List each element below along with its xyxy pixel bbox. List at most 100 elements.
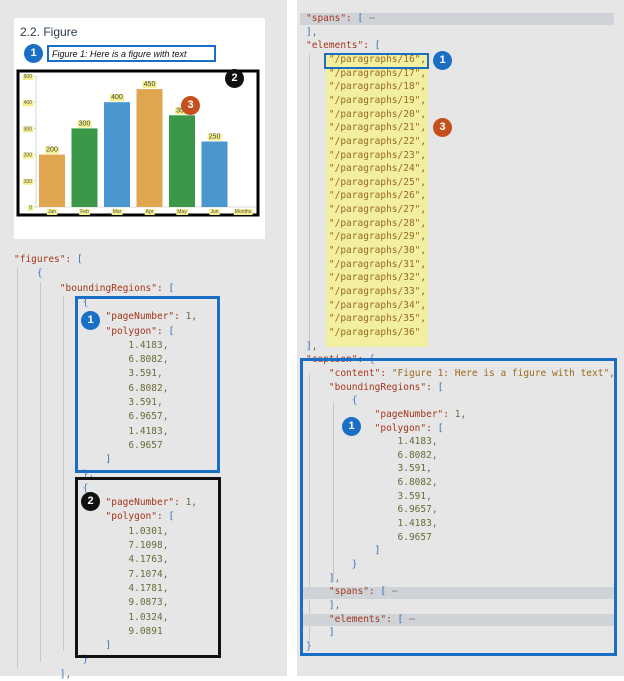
code-line: 6.8082, xyxy=(306,450,438,462)
code-line: "polygon": [ xyxy=(14,326,175,338)
code-line: { xyxy=(14,268,43,280)
code-token: 6.9657 xyxy=(397,531,432,543)
code-token: , xyxy=(162,411,169,423)
code-token: 1 xyxy=(454,408,461,420)
code-line: ], xyxy=(306,573,340,585)
label-highlight xyxy=(22,152,34,159)
code-line: ] xyxy=(14,640,112,652)
code-token: , xyxy=(162,525,169,537)
code-token: , xyxy=(162,382,169,394)
code-token: ] xyxy=(328,599,335,611)
code-token: [ xyxy=(380,586,387,598)
code-token: "content": xyxy=(328,367,387,379)
label-highlight xyxy=(144,209,155,215)
code-line: "/paragraphs/22", xyxy=(306,136,426,148)
code-token xyxy=(306,122,329,133)
code-token: [ xyxy=(76,254,83,265)
code-line: ] xyxy=(306,627,335,639)
bar xyxy=(104,102,130,207)
code-line: 6.9657, xyxy=(306,504,438,516)
code-token: ] xyxy=(59,668,66,680)
code-token: 6.8082 xyxy=(128,382,163,394)
code-token: "elements": xyxy=(328,613,392,625)
code-token: "/paragraphs/28" xyxy=(328,217,421,229)
code-token: } xyxy=(82,654,89,666)
code-token: 7.1098 xyxy=(128,540,163,551)
label-highlight xyxy=(22,100,34,107)
code-token: 3.591 xyxy=(128,397,157,408)
code-token: "boundingRegions": xyxy=(328,381,432,393)
code-token: "/paragraphs/35" xyxy=(328,313,421,325)
code-line: "/paragraphs/31", xyxy=(306,259,426,271)
code-line: "/paragraphs/27", xyxy=(306,204,426,216)
code-line: }, xyxy=(14,469,94,481)
code-line: "/paragraphs/19", xyxy=(306,95,426,107)
code-line: "/paragraphs/30", xyxy=(306,245,426,257)
code-token xyxy=(306,245,329,256)
bar xyxy=(169,115,195,207)
code-line: "polygon": [ xyxy=(306,422,444,435)
code-token: "/paragraphs/19" xyxy=(328,94,421,106)
code-token: 1.0324 xyxy=(128,611,163,623)
code-token: "Figure 1: Here is a figure with text" xyxy=(391,367,610,379)
code-token: , xyxy=(162,554,169,566)
code-line: 1.4183, xyxy=(14,426,168,438)
indent-guide xyxy=(309,54,310,349)
code-line: 1.4183, xyxy=(306,518,438,530)
code-token xyxy=(14,268,37,279)
code-token: "/paragraphs/36" xyxy=(328,326,421,338)
value-label: 450 xyxy=(144,81,156,88)
code-token xyxy=(14,483,83,494)
value-label: 200 xyxy=(46,147,58,154)
code-token: "/paragraphs/21" xyxy=(328,122,421,134)
code-token: ] xyxy=(374,545,381,557)
code-line: 3.591, xyxy=(306,491,432,503)
code-token: [ xyxy=(168,511,175,523)
code-token xyxy=(306,150,329,161)
x-tick-label: May xyxy=(177,209,187,215)
x-tick-label: Jan xyxy=(48,209,56,215)
badge: 1 xyxy=(81,311,100,330)
bar xyxy=(136,89,163,207)
code-token: , xyxy=(157,368,163,380)
code-token: , xyxy=(420,81,427,93)
code-line: "/paragraphs/28", xyxy=(306,218,426,230)
code-token: "/paragraphs/25" xyxy=(328,176,421,188)
code-line: ], xyxy=(306,341,317,353)
code-token: 1.4183 xyxy=(128,339,163,351)
code-token xyxy=(306,313,329,324)
code-token: 1.4183 xyxy=(128,425,163,437)
x-axis-label: Months xyxy=(235,209,252,215)
code-token: , xyxy=(420,163,427,175)
code-token: ⋯ xyxy=(368,13,375,24)
label-highlight xyxy=(45,146,59,154)
code-token: "/paragraphs/23" xyxy=(328,149,421,161)
code-token: , xyxy=(426,490,432,502)
code-token xyxy=(306,218,329,229)
y-tick-label: 500 xyxy=(24,74,33,80)
x-tick-label: Jun xyxy=(210,209,218,215)
code-token xyxy=(306,272,329,283)
code-token: 1 xyxy=(185,311,192,323)
code-line: { xyxy=(14,297,89,309)
code-token: "/paragraphs/17" xyxy=(328,67,421,79)
code-token: , xyxy=(311,340,318,352)
code-token: "/paragraphs/22" xyxy=(328,135,421,147)
code-token: ] xyxy=(328,627,335,639)
code-token: , xyxy=(420,67,427,79)
code-token: "polygon": xyxy=(374,422,432,434)
code-line: "/paragraphs/33", xyxy=(306,286,426,298)
code-line: "boundingRegions": [ xyxy=(306,382,443,394)
code-token: "/paragraphs/27" xyxy=(328,204,421,216)
code-token: 9.0891 xyxy=(128,625,163,637)
folded-band xyxy=(300,587,614,599)
code-line: "/paragraphs/35", xyxy=(306,313,426,325)
code-line: ], xyxy=(306,600,340,612)
code-token: { xyxy=(36,268,43,280)
code-line: 7.1098, xyxy=(14,540,168,552)
code-token: "pageNumber": xyxy=(374,408,449,420)
code-token: , xyxy=(420,286,427,297)
code-token: 1 xyxy=(185,497,192,509)
code-token: "figures": xyxy=(14,254,72,265)
code-token: [ xyxy=(357,13,364,24)
